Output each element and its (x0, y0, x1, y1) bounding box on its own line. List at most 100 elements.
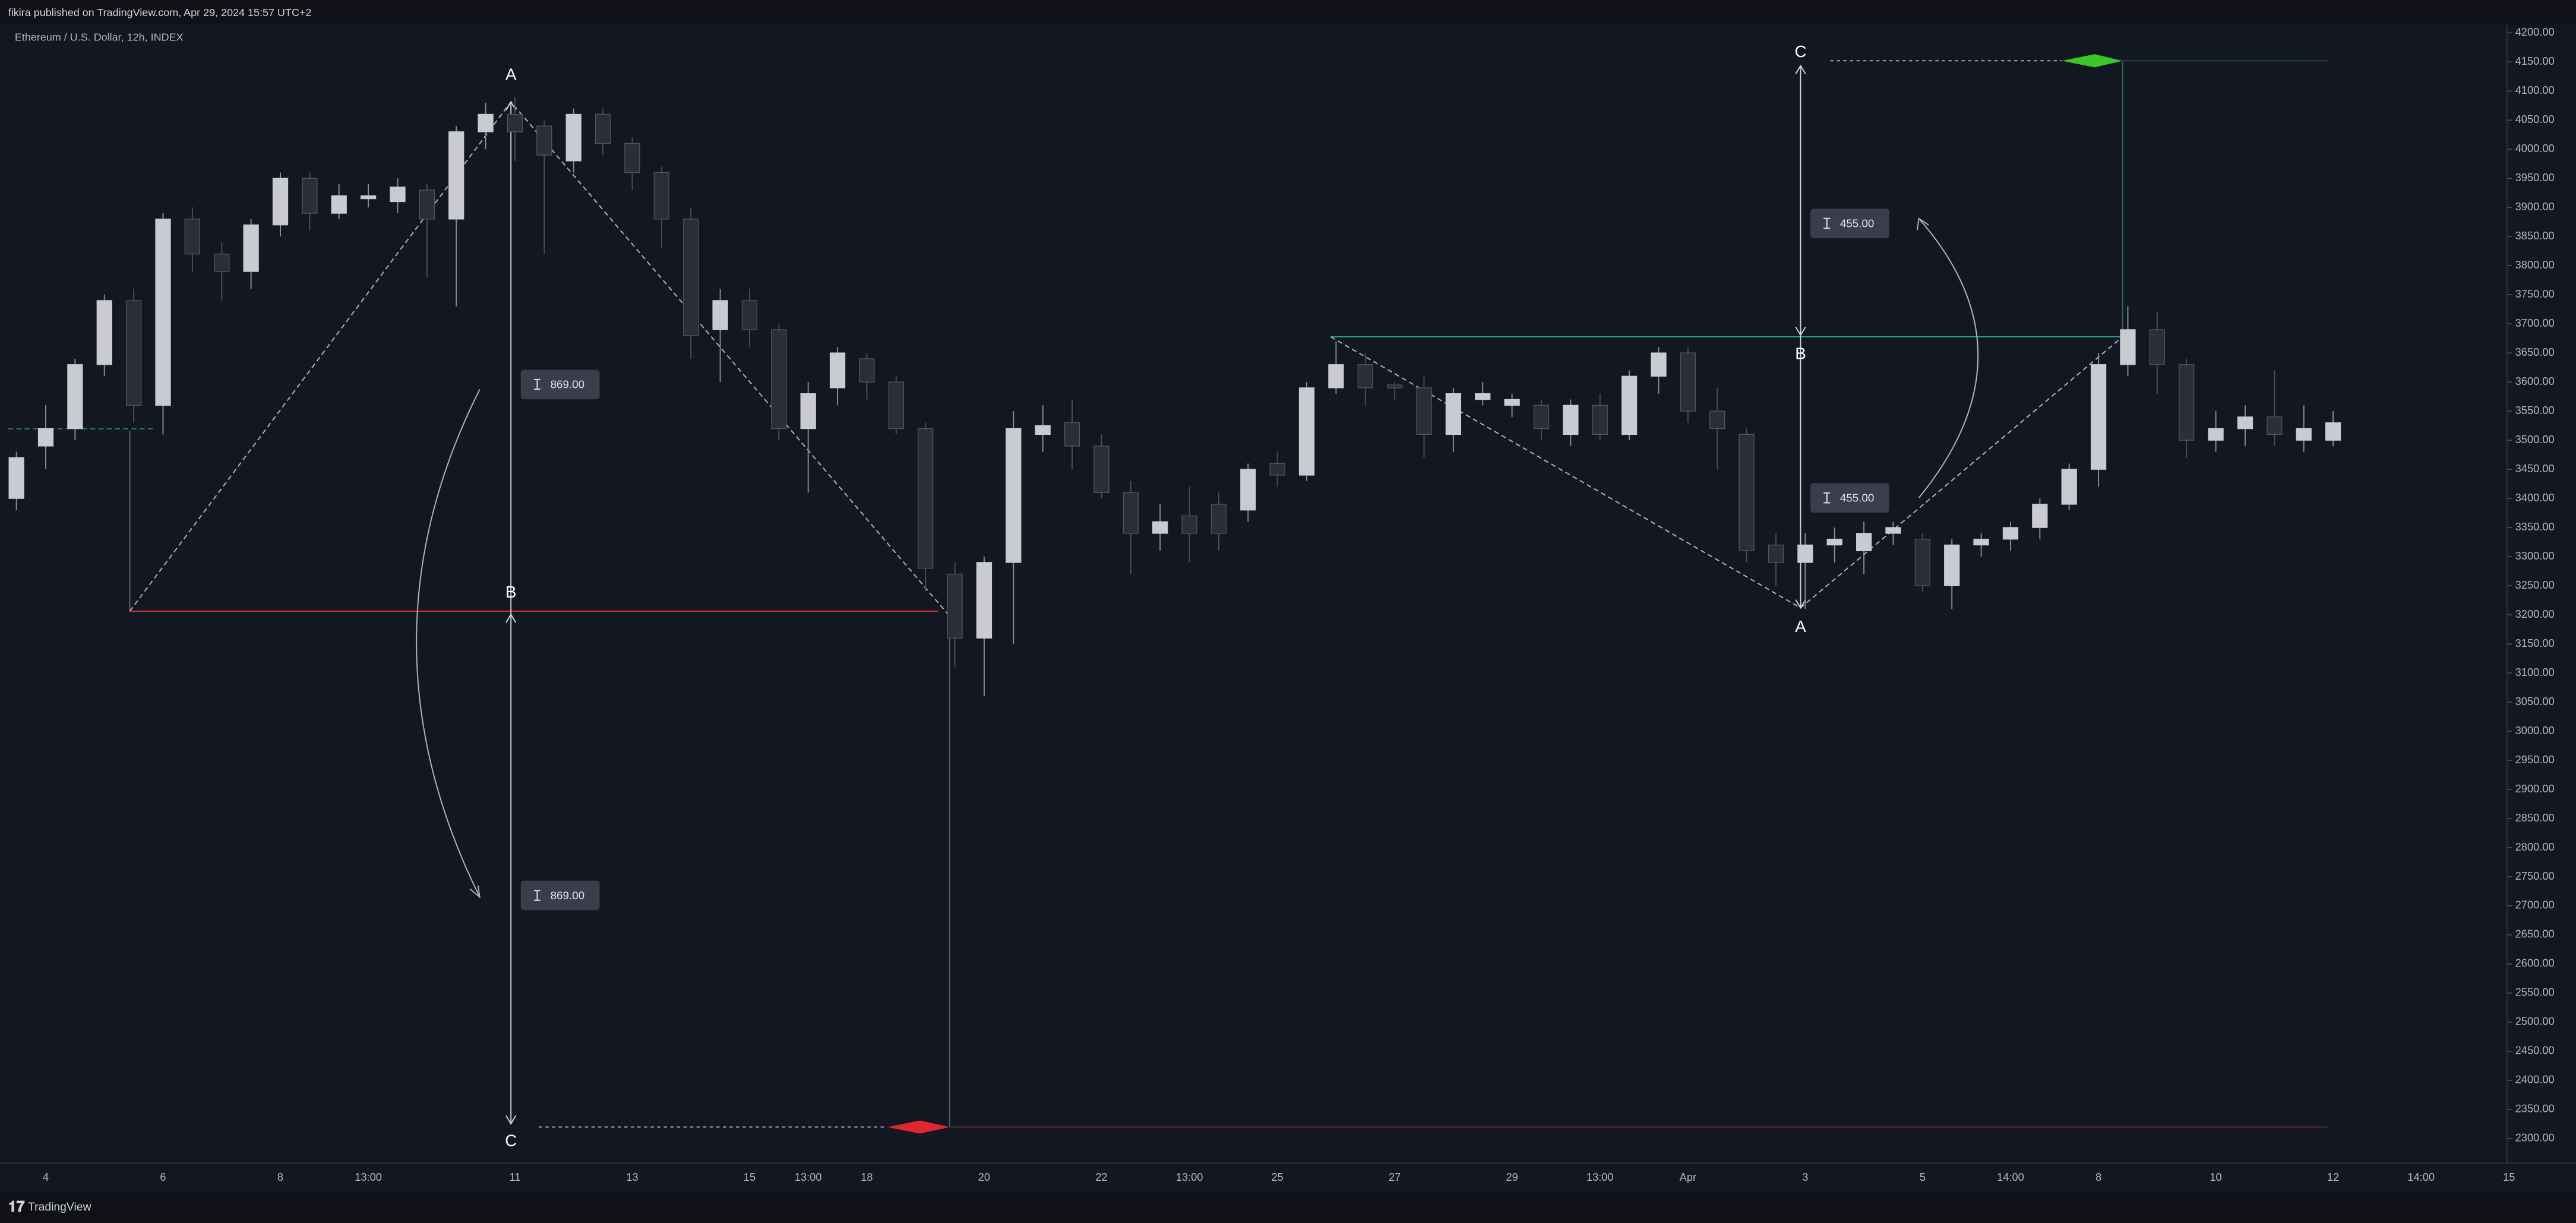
candle-body (771, 329, 787, 429)
candle-body (712, 300, 728, 330)
x-tick-label: 5 (1920, 1171, 1926, 1183)
candle-body (653, 172, 669, 220)
candle-body (507, 113, 523, 132)
candle-body (1210, 504, 1227, 534)
measure-box (1810, 483, 1889, 513)
candle-body (1357, 364, 1373, 388)
x-tick-label: 13 (626, 1171, 638, 1183)
x-tick-label: 13:00 (1586, 1171, 1614, 1183)
top-bar (0, 0, 2576, 25)
candle-body (1269, 463, 1285, 476)
candle-body (1973, 539, 1989, 546)
candle-body (1035, 425, 1051, 435)
pattern-point-label: C (505, 1132, 517, 1150)
candle-body (1651, 352, 1667, 377)
pattern-point-label: C (1794, 42, 1806, 61)
logo-mark: 𝟏𝟕 (8, 1199, 25, 1215)
candle-body (96, 300, 112, 365)
arrowhead (505, 613, 517, 623)
y-tick-label: 3250.00 (2515, 579, 2555, 591)
candle-body (624, 143, 640, 173)
y-tick-label: 4050.00 (2515, 113, 2555, 125)
candle-body (1298, 387, 1315, 476)
candle-body (126, 300, 142, 406)
y-tick-label: 2800.00 (2515, 840, 2555, 853)
measure-icon (533, 890, 541, 901)
x-tick-label: 13:00 (1176, 1171, 1203, 1183)
candle-body (1856, 533, 1872, 551)
x-tick-label: Apr (1680, 1171, 1696, 1183)
y-tick-label: 4000.00 (2515, 142, 2555, 154)
candle-body (2325, 422, 2341, 441)
y-tick-label: 2350.00 (2515, 1102, 2555, 1115)
candle-body (1093, 445, 1110, 494)
candle-body (1563, 404, 1579, 435)
arrowhead (469, 885, 481, 899)
arrowhead (1795, 326, 1806, 337)
y-tick-label: 3650.00 (2515, 346, 2555, 358)
candle-body (2149, 329, 2165, 365)
x-tick-label: 4 (43, 1171, 49, 1183)
pattern-point-label: A (505, 65, 517, 84)
measure-box (520, 369, 600, 400)
x-tick-label: 13:00 (795, 1171, 822, 1183)
curve-arrow-left (416, 389, 481, 898)
candle-body (2267, 416, 2283, 435)
candle-body (1709, 410, 1725, 429)
y-tick-label: 2500.00 (2515, 1015, 2555, 1028)
candle-body (1387, 384, 1403, 388)
candle-body (1006, 428, 1022, 563)
y-tick-label: 3550.00 (2515, 404, 2555, 416)
candle-body (2032, 504, 2048, 528)
candle-body (1797, 544, 1813, 563)
pattern-point-label: A (1795, 617, 1806, 636)
x-tick-label: 14:00 (1997, 1171, 2024, 1183)
candle-body (918, 428, 934, 569)
y-tick-label: 2550.00 (2515, 986, 2555, 998)
y-tick-label: 2750.00 (2515, 870, 2555, 882)
plot-area (8, 97, 2341, 697)
y-tick-label: 3950.00 (2515, 171, 2555, 184)
candle-body (859, 358, 875, 383)
candle-body (1621, 375, 1638, 435)
y-tick-label: 3000.00 (2515, 724, 2555, 737)
y-tick-label: 2600.00 (2515, 957, 2555, 969)
chart-title: Ethereum / U.S. Dollar, 12h, INDEX (15, 31, 184, 43)
candle-body (1123, 492, 1139, 534)
candle-body (1475, 393, 1491, 400)
x-tick-label: 11 (510, 1171, 521, 1183)
candle-body (1768, 544, 1784, 563)
y-tick-label: 3600.00 (2515, 375, 2555, 387)
candle-body (565, 113, 581, 162)
measure-box (520, 880, 600, 911)
measure-label: 455.00 (1840, 217, 1874, 230)
candle-body (419, 189, 435, 220)
candle-body (1826, 539, 1842, 546)
candle-body (536, 125, 552, 156)
candle-body (272, 178, 289, 226)
x-tick-label: 12 (2327, 1171, 2339, 1183)
measure-icon (1823, 492, 1831, 504)
candle-body (1739, 434, 1755, 551)
arrowhead (1795, 599, 1806, 609)
y-tick-label: 3900.00 (2515, 200, 2555, 213)
y-tick-label: 3100.00 (2515, 666, 2555, 678)
candle-body (800, 393, 816, 429)
candle-body (390, 187, 406, 203)
x-tick-label: 22 (1095, 1171, 1107, 1183)
candle-body (741, 300, 758, 330)
candle-body (2296, 428, 2312, 441)
measure-label: 869.00 (551, 889, 584, 902)
candle-body (2090, 364, 2107, 470)
candle-body (1240, 469, 1256, 511)
x-tick-label: 25 (1272, 1171, 1284, 1183)
candle-body (976, 562, 993, 639)
candle-body (1152, 521, 1168, 534)
y-tick-label: 3850.00 (2515, 229, 2555, 242)
y-tick-label: 2450.00 (2515, 1044, 2555, 1057)
candle-body (1680, 352, 1696, 412)
x-tick-label: 15 (744, 1171, 756, 1183)
drawings (8, 60, 2328, 1128)
arrowhead (1916, 217, 1929, 230)
